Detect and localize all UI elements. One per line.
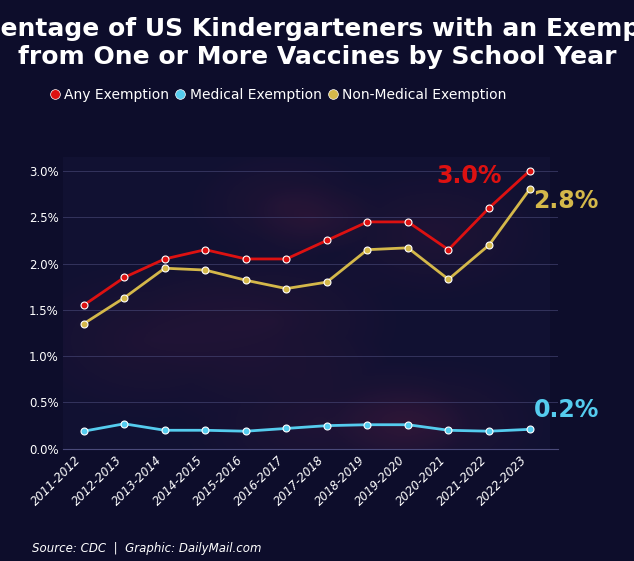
Legend: Any Exemption, Medical Exemption, Non-Medical Exemption: Any Exemption, Medical Exemption, Non-Me… <box>46 82 512 108</box>
Text: Percentage of US Kindergarteners with an Exemption
from One or More Vaccines by : Percentage of US Kindergarteners with an… <box>0 17 634 68</box>
Text: Source: CDC  |  Graphic: DailyMail.com: Source: CDC | Graphic: DailyMail.com <box>32 542 261 555</box>
Text: 2.8%: 2.8% <box>534 188 599 213</box>
Text: 0.2%: 0.2% <box>534 398 599 422</box>
Text: 3.0%: 3.0% <box>436 164 501 187</box>
